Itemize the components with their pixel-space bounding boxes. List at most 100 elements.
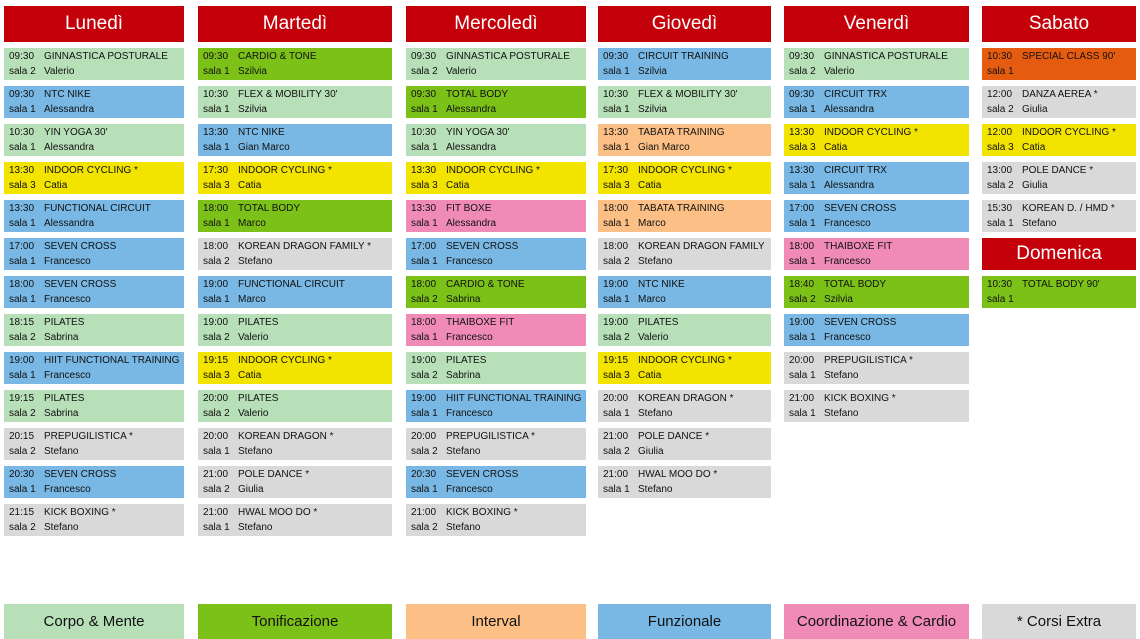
slot-trainer: Alessandra bbox=[44, 104, 95, 115]
class-slot: 12:00 INDOOR CYCLING * sala 3 Catia bbox=[982, 124, 1136, 156]
slot-trainer: Catia bbox=[638, 370, 662, 381]
slot-course: FIT BOXE bbox=[446, 203, 492, 214]
slot-course: CIRCUIT TRAINING bbox=[638, 51, 729, 62]
class-slot: 18:00 CARDIO & TONE sala 2 Sabrina bbox=[406, 276, 586, 308]
slot-course: CARDIO & TONE bbox=[238, 51, 317, 62]
slot-trainer: Szilvia bbox=[638, 104, 667, 115]
slot-time: 21:00 bbox=[411, 507, 437, 518]
slot-trainer: Alessandra bbox=[44, 218, 95, 229]
class-slot: 10:30 FLEX & MOBILITY 30' sala 1 Szilvia bbox=[598, 86, 771, 118]
slot-room: sala 1 bbox=[789, 408, 816, 419]
slot-room: sala 2 bbox=[411, 522, 438, 533]
class-slot: 09:30 CARDIO & TONE sala 1 Szilvia bbox=[198, 48, 392, 80]
class-slot: 21:00 KICK BOXING * sala 1 Stefano bbox=[784, 390, 969, 422]
slot-course: HIIT FUNCTIONAL TRAINING bbox=[446, 393, 582, 404]
class-slot: 13:30 TABATA TRAINING sala 1 Gian Marco bbox=[598, 124, 771, 156]
slot-trainer: Alessandra bbox=[824, 180, 875, 191]
slot-time: 20:00 bbox=[203, 393, 229, 404]
day-column: Martedì 09:30 CARDIO & TONE sala 1 Szilvia 10… bbox=[198, 6, 392, 566]
slot-trainer: Stefano bbox=[1022, 218, 1057, 229]
class-slot: 10:30 TOTAL BODY 90' sala 1 bbox=[982, 276, 1136, 308]
slot-trainer: Francesco bbox=[446, 256, 493, 267]
slot-trainer: Gian Marco bbox=[238, 142, 290, 153]
class-slot: 17:00 SEVEN CROSS sala 1 Francesco bbox=[784, 200, 969, 232]
class-slot: 13:30 INDOOR CYCLING * sala 3 Catia bbox=[4, 162, 184, 194]
slot-trainer: Francesco bbox=[44, 256, 91, 267]
slot-trainer: Stefano bbox=[638, 484, 673, 495]
slot-course: SEVEN CROSS bbox=[824, 317, 897, 328]
slot-trainer: Stefano bbox=[638, 256, 673, 267]
slot-trainer: Giulia bbox=[238, 484, 264, 495]
slot-room: sala 1 bbox=[603, 408, 630, 419]
slot-time: 13:30 bbox=[411, 203, 437, 214]
slot-time: 18:00 bbox=[203, 241, 229, 252]
class-slot: 09:30 GINNASTICA POSTURALE sala 2 Valerio bbox=[406, 48, 586, 80]
day-header: Venerdì bbox=[784, 6, 969, 42]
slot-trainer: Giulia bbox=[638, 446, 664, 457]
slot-course: GINNASTICA POSTURALE bbox=[446, 51, 570, 62]
day-column: Mercoledì 09:30 GINNASTICA POSTURALE sala 2… bbox=[406, 6, 586, 566]
slot-trainer: Francesco bbox=[824, 218, 871, 229]
class-slot: 19:00 FUNCTIONAL CIRCUIT sala 1 Marco bbox=[198, 276, 392, 308]
slot-course: THAIBOXE FIT bbox=[446, 317, 515, 328]
slot-time: 13:00 bbox=[987, 165, 1013, 176]
slot-trainer: Catia bbox=[446, 180, 470, 191]
slot-room: sala 1 bbox=[203, 522, 230, 533]
slot-trainer: Catia bbox=[238, 180, 262, 191]
class-slot: 13:30 INDOOR CYCLING * sala 3 Catia bbox=[406, 162, 586, 194]
class-slot: 17:00 SEVEN CROSS sala 1 Francesco bbox=[4, 238, 184, 270]
legend-item: Coordinazione & Cardio bbox=[784, 604, 969, 639]
slot-trainer: Marco bbox=[238, 218, 266, 229]
slot-course: CARDIO & TONE bbox=[446, 279, 525, 290]
slot-time: 10:30 bbox=[603, 89, 629, 100]
slot-trainer: Stefano bbox=[446, 446, 481, 457]
slot-course: SEVEN CROSS bbox=[44, 279, 117, 290]
legend-item: Funzionale bbox=[598, 604, 771, 639]
slot-room: sala 1 bbox=[987, 218, 1014, 229]
class-slot: 09:30 GINNASTICA POSTURALE sala 2 Valerio bbox=[4, 48, 184, 80]
class-slot: 19:00 SEVEN CROSS sala 1 Francesco bbox=[784, 314, 969, 346]
slot-time: 19:00 bbox=[603, 279, 629, 290]
class-slot: 19:00 PILATES sala 2 Valerio bbox=[598, 314, 771, 346]
class-slot: 21:00 POLE DANCE * sala 2 Giulia bbox=[198, 466, 392, 498]
slot-time: 18:00 bbox=[411, 317, 437, 328]
slot-room: sala 1 bbox=[789, 218, 816, 229]
slot-time: 20:00 bbox=[789, 355, 815, 366]
slot-course: PILATES bbox=[44, 317, 85, 328]
slot-room: sala 1 bbox=[411, 218, 438, 229]
slot-course: PREPUGILISTICA * bbox=[44, 431, 133, 442]
slot-room: sala 3 bbox=[603, 180, 630, 191]
day-header: Giovedì bbox=[598, 6, 771, 42]
slot-course: TOTAL BODY bbox=[446, 89, 509, 100]
slot-course: PILATES bbox=[446, 355, 487, 366]
slot-room: sala 2 bbox=[603, 256, 630, 267]
slot-time: 10:30 bbox=[411, 127, 437, 138]
slot-room: sala 1 bbox=[203, 218, 230, 229]
day-column: Sabato 10:30 SPECIAL CLASS 90' sala 1 12:00 D… bbox=[982, 6, 1136, 566]
slot-course: CIRCUIT TRX bbox=[824, 89, 887, 100]
day-header: Mercoledì bbox=[406, 6, 586, 42]
slot-course: CIRCUIT TRX bbox=[824, 165, 887, 176]
slot-trainer: Catia bbox=[44, 180, 68, 191]
slot-time: 20:30 bbox=[411, 469, 437, 480]
slot-trainer: Stefano bbox=[238, 256, 273, 267]
slot-time: 19:00 bbox=[411, 355, 437, 366]
slot-trainer: Valerio bbox=[238, 408, 269, 419]
slot-time: 18:00 bbox=[789, 241, 815, 252]
slot-room: sala 2 bbox=[9, 66, 36, 77]
slot-trainer: Szilvia bbox=[238, 66, 267, 77]
slot-time: 18:00 bbox=[603, 241, 629, 252]
class-slot: 13:00 POLE DANCE * sala 2 Giulia bbox=[982, 162, 1136, 194]
slot-room: sala 3 bbox=[987, 142, 1014, 153]
slot-trainer: Marco bbox=[238, 294, 266, 305]
slot-time: 13:30 bbox=[789, 165, 815, 176]
slot-trainer: Sabrina bbox=[446, 294, 481, 305]
slot-course: INDOOR CYCLING * bbox=[446, 165, 540, 176]
slot-trainer: Valerio bbox=[238, 332, 269, 343]
slot-course: PILATES bbox=[238, 317, 279, 328]
slot-time: 10:30 bbox=[9, 127, 35, 138]
slot-course: GINNASTICA POSTURALE bbox=[44, 51, 168, 62]
slot-course: POLE DANCE * bbox=[638, 431, 710, 442]
slot-room: sala 3 bbox=[411, 180, 438, 191]
day-header: Martedì bbox=[198, 6, 392, 42]
